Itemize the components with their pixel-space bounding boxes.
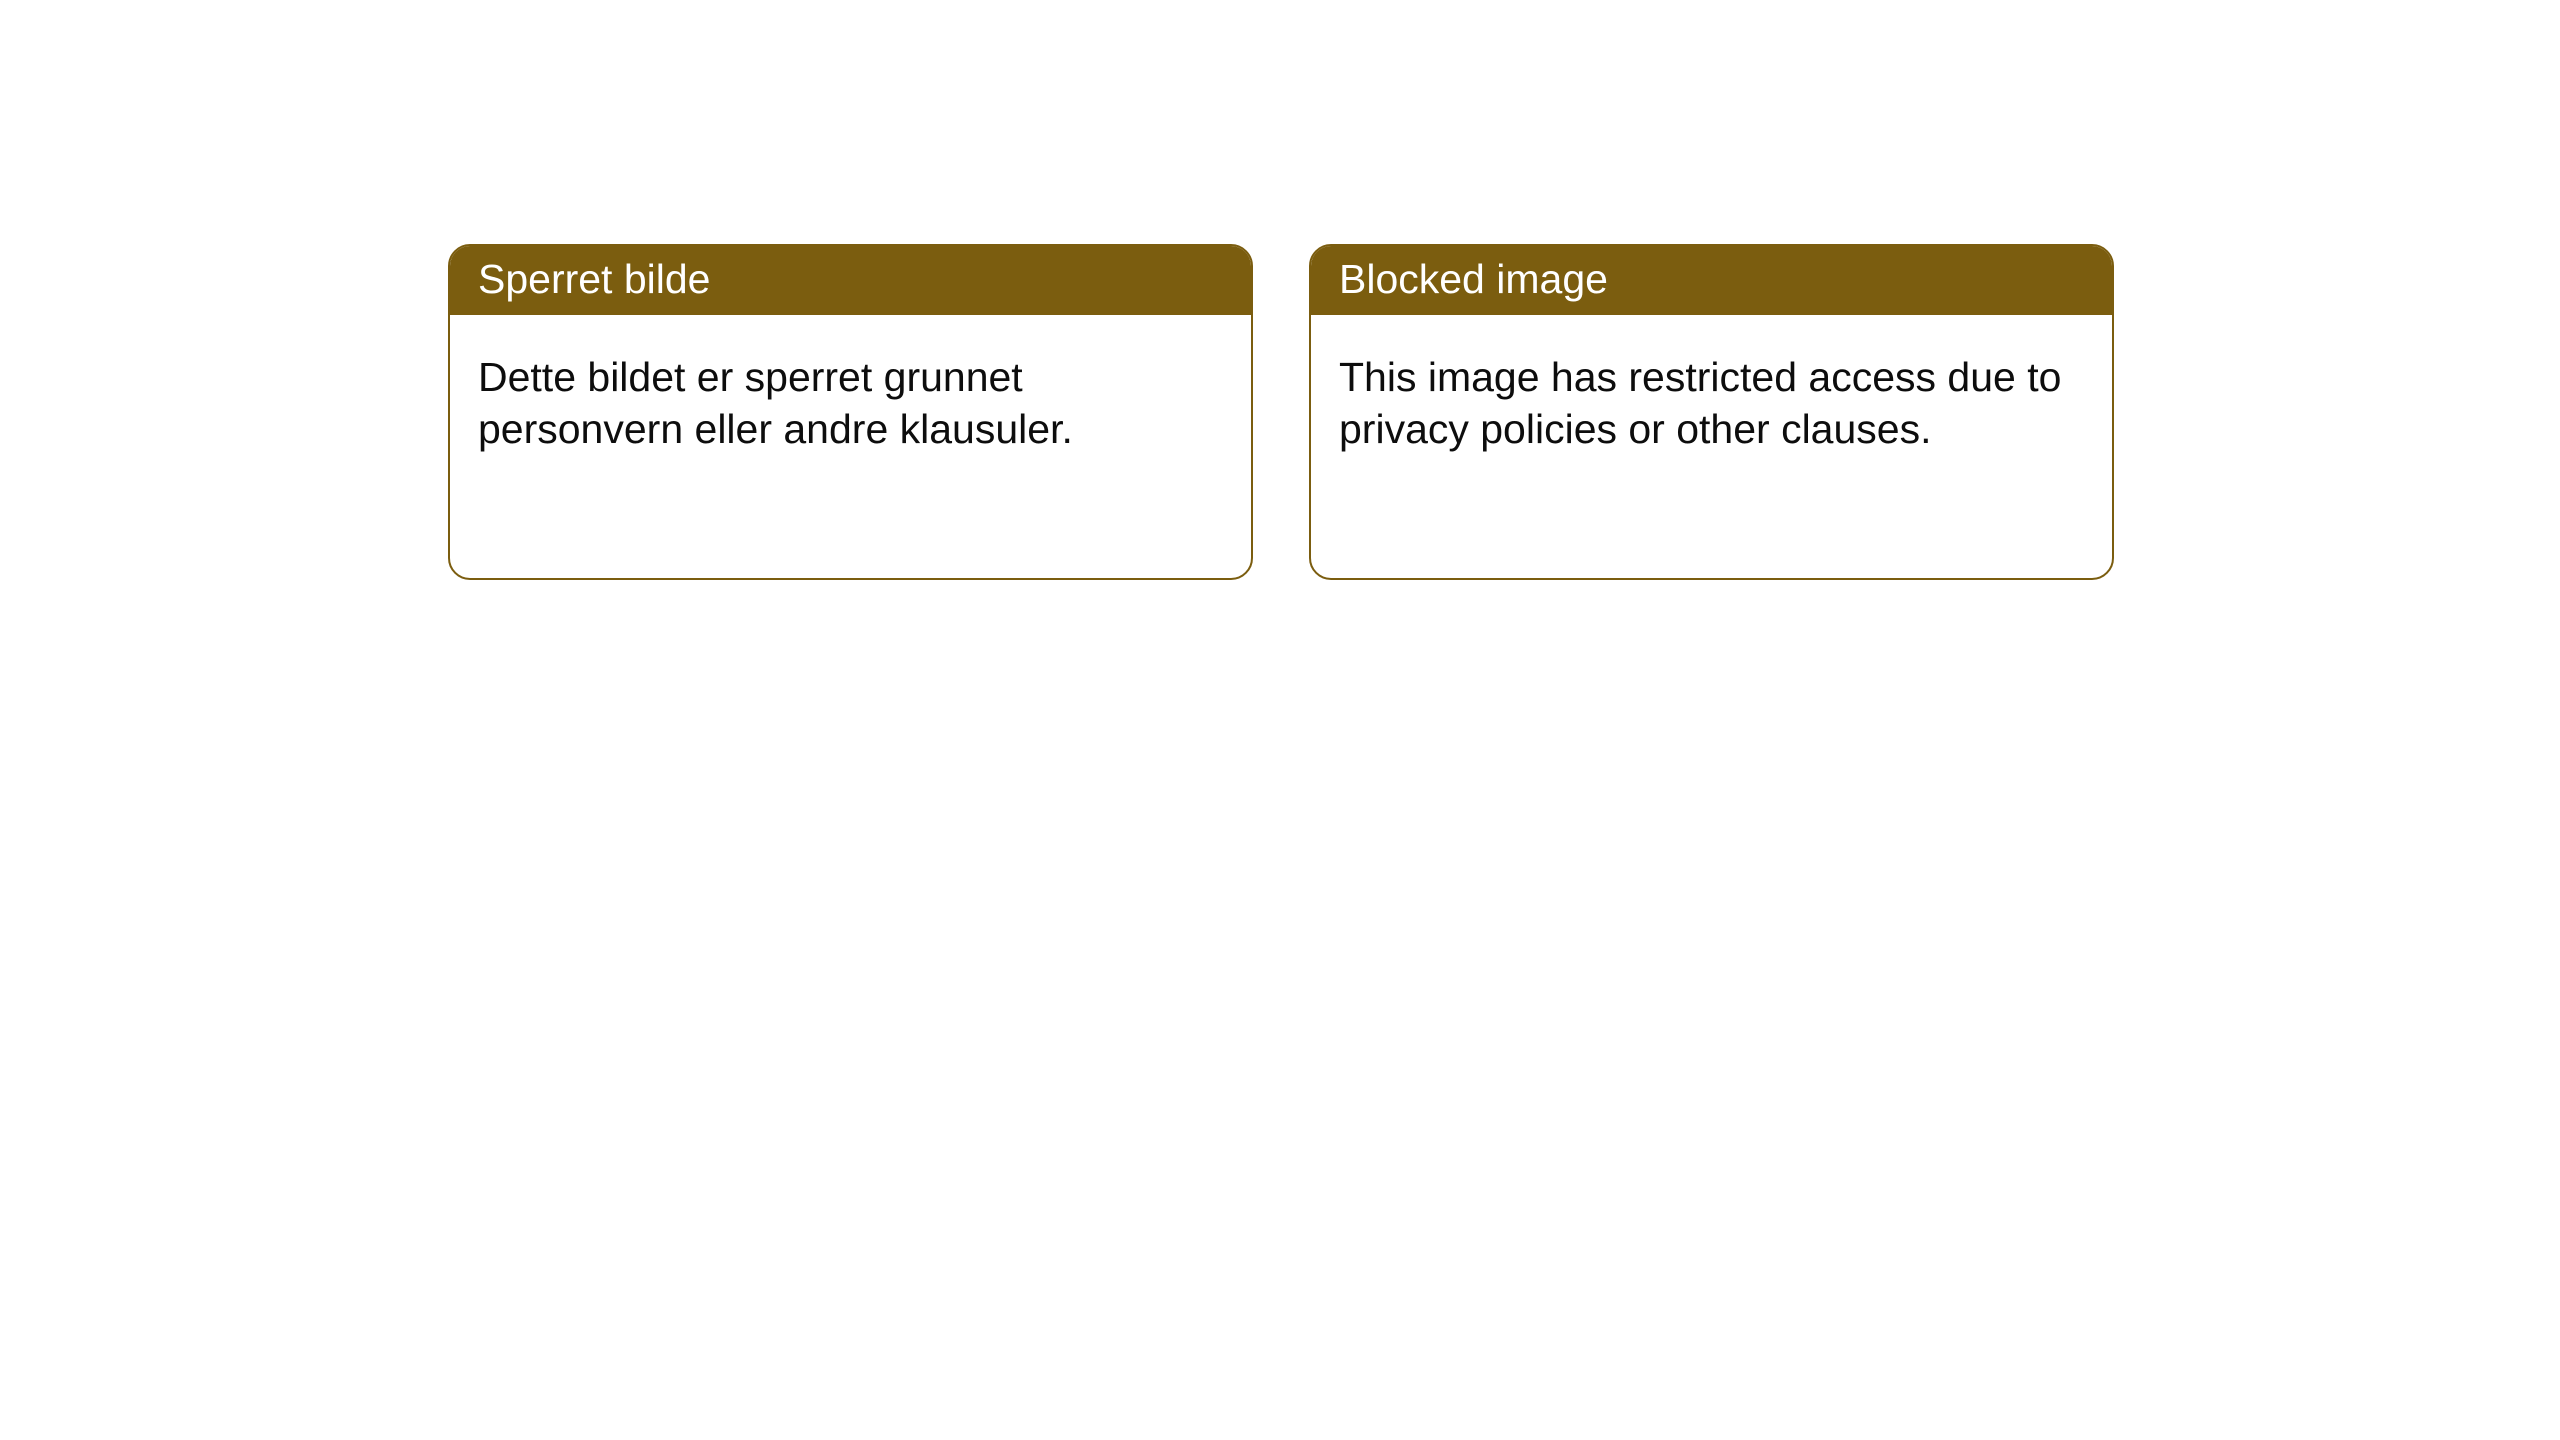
notice-container: Sperret bilde Dette bildet er sperret gr…: [0, 0, 2560, 580]
card-body-en: This image has restricted access due to …: [1311, 315, 2112, 484]
card-header-no: Sperret bilde: [450, 246, 1251, 315]
card-header-en: Blocked image: [1311, 246, 2112, 315]
card-body-no: Dette bildet er sperret grunnet personve…: [450, 315, 1251, 484]
blocked-image-card-no: Sperret bilde Dette bildet er sperret gr…: [448, 244, 1253, 580]
blocked-image-card-en: Blocked image This image has restricted …: [1309, 244, 2114, 580]
